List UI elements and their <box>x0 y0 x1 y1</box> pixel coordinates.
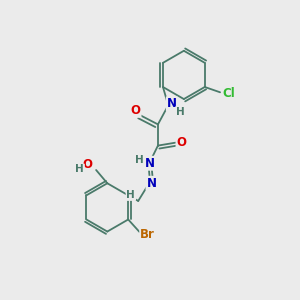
Text: Cl: Cl <box>222 87 235 100</box>
Text: H: H <box>127 190 135 200</box>
Text: H: H <box>176 107 185 117</box>
Text: N: N <box>145 157 155 170</box>
Text: O: O <box>130 104 141 117</box>
Text: H: H <box>135 155 144 165</box>
Text: O: O <box>176 136 187 148</box>
Text: H: H <box>75 164 84 174</box>
Text: Br: Br <box>140 228 155 241</box>
Text: O: O <box>83 158 93 171</box>
Text: N: N <box>167 97 177 110</box>
Text: N: N <box>146 177 157 190</box>
